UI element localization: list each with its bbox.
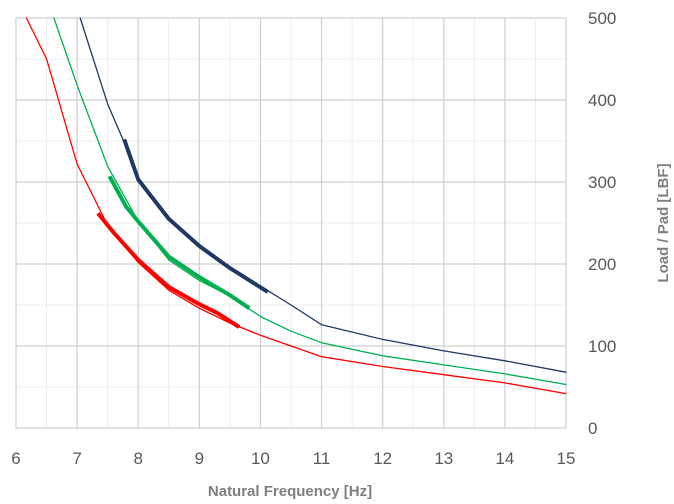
minor-gridlines [16, 18, 566, 428]
x-tick-labels: 6 7 8 9 10 11 12 13 14 15 [11, 449, 575, 468]
x-tick-label: 12 [373, 449, 392, 468]
y-tick-label: 400 [588, 91, 616, 110]
y-tick-label: 0 [588, 419, 597, 438]
series-layer [25, 17, 567, 395]
y-tick-label: 300 [588, 173, 616, 192]
series-line-2 [53, 17, 567, 386]
y-tick-label: 200 [588, 255, 616, 274]
y-tick-label: 500 [588, 9, 616, 28]
x-tick-label: 7 [72, 449, 81, 468]
series-line-3 [79, 17, 567, 373]
x-tick-label: 11 [313, 449, 331, 468]
x-tick-label: 14 [495, 449, 514, 468]
x-axis-title: Natural Frequency [Hz] [208, 483, 372, 500]
x-tick-label: 6 [11, 449, 20, 468]
x-tick-label: 8 [133, 449, 142, 468]
y-tick-label: 100 [588, 337, 616, 356]
x-tick-label: 9 [195, 449, 204, 468]
y-tick-labels: 0 100 200 300 400 500 [588, 9, 616, 438]
series-highlight-3 [122, 138, 269, 294]
y-axis-title: Load / Pad [LBF] [655, 163, 672, 282]
x-tick-label: 10 [251, 449, 270, 468]
x-tick-label: 15 [557, 449, 576, 468]
x-tick-label: 13 [434, 449, 453, 468]
series-highlight-2 [107, 175, 251, 310]
series-highlight-1 [96, 211, 241, 329]
